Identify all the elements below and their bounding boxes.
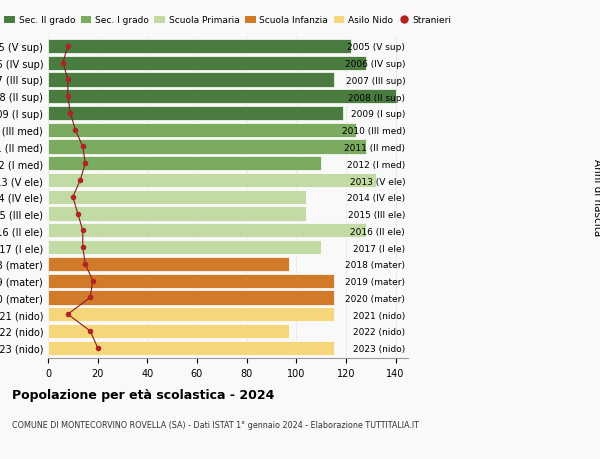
- Point: [68, 194, 77, 201]
- Bar: [48, 157, 321, 171]
- Bar: [48, 341, 334, 355]
- Bar: [48, 123, 356, 138]
- Text: Anni di nascita: Anni di nascita: [592, 159, 600, 236]
- Point: [80, 261, 90, 268]
- Point: [63, 43, 73, 50]
- Bar: [48, 106, 343, 121]
- Point: [63, 93, 73, 101]
- Point: [76, 177, 85, 185]
- Point: [73, 210, 83, 218]
- Bar: [48, 90, 395, 104]
- Point: [58, 60, 68, 67]
- Bar: [48, 224, 366, 238]
- Bar: [48, 56, 366, 71]
- Bar: [48, 308, 334, 322]
- Point: [78, 144, 88, 151]
- Bar: [48, 39, 351, 54]
- Bar: [48, 73, 334, 87]
- Bar: [48, 241, 321, 255]
- Point: [78, 244, 88, 251]
- Point: [88, 277, 97, 285]
- Legend: Sec. II grado, Sec. I grado, Scuola Primaria, Scuola Infanzia, Asilo Nido, Stran: Sec. II grado, Sec. I grado, Scuola Prim…: [1, 13, 455, 29]
- Bar: [48, 207, 306, 221]
- Bar: [48, 190, 306, 204]
- Text: COMUNE DI MONTECORVINO ROVELLA (SA) - Dati ISTAT 1° gennaio 2024 - Elaborazione : COMUNE DI MONTECORVINO ROVELLA (SA) - Da…: [12, 420, 419, 429]
- Point: [63, 77, 73, 84]
- Bar: [48, 274, 334, 288]
- Bar: [48, 291, 334, 305]
- Text: Popolazione per età scolastica - 2024: Popolazione per età scolastica - 2024: [12, 388, 274, 401]
- Point: [85, 328, 95, 335]
- Bar: [48, 257, 289, 271]
- Point: [85, 294, 95, 302]
- Bar: [48, 174, 376, 188]
- Point: [80, 160, 90, 168]
- Point: [78, 227, 88, 235]
- Point: [71, 127, 80, 134]
- Point: [63, 311, 73, 318]
- Point: [65, 110, 75, 118]
- Bar: [48, 324, 289, 338]
- Bar: [48, 140, 366, 154]
- Point: [93, 344, 103, 352]
